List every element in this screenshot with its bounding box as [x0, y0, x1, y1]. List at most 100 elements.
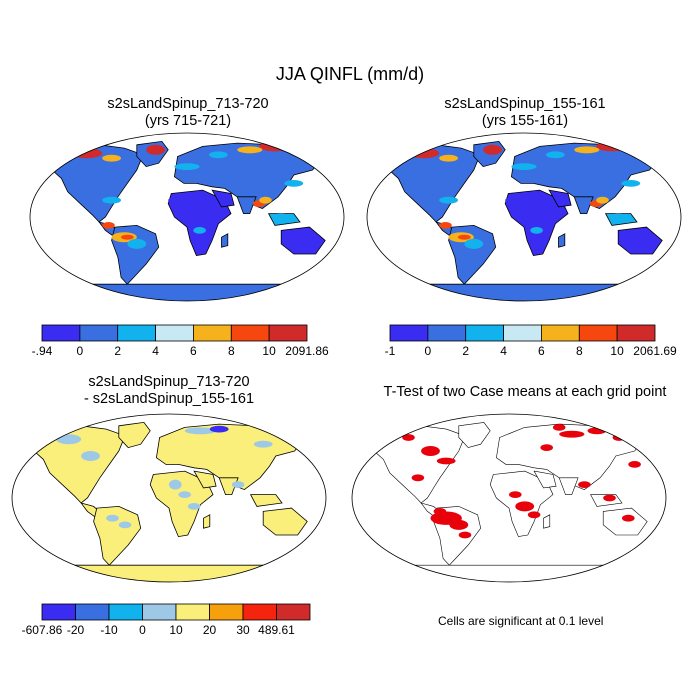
grid-cell-cluster-17 — [505, 196, 524, 204]
grid-cell-cluster-7 — [231, 481, 245, 488]
panel1-title-line2: (yrs 715-721) — [144, 113, 232, 129]
colorbar-panel1: -.94 0 2 4 6 8 10 2091.86 — [32, 324, 329, 358]
land-layer — [30, 140, 344, 301]
grid-cell-cluster-11 — [118, 521, 132, 529]
map-outline — [366, 132, 682, 302]
colorbar-label-3: 4 — [500, 344, 507, 358]
grid-cell-cluster-4 — [411, 474, 425, 482]
panel3-title-line2: - s2sLandSpinup_155-161 — [83, 391, 255, 407]
grid-cell-cluster-4 — [596, 141, 628, 152]
continent-india — [236, 196, 257, 215]
panel3-title-line1: s2sLandSpinup_713-720 — [88, 374, 250, 390]
map-outline — [11, 413, 327, 583]
panel4-title-line1: T-Test of two Case means at each grid po… — [383, 384, 667, 400]
grid-cell-cluster-4 — [259, 141, 291, 152]
grid-cell-cluster-8 — [253, 440, 273, 448]
colorbar-box-3 — [503, 324, 542, 342]
colorbar-box-6 — [616, 324, 656, 342]
grid-cell-cluster-16 — [102, 196, 121, 204]
continent-madagascar — [558, 233, 566, 248]
grid-cell-cluster-16 — [439, 196, 458, 204]
colorbar-label-5: 8 — [228, 344, 235, 358]
colorbar-box-1 — [427, 324, 467, 342]
grid-cell-cluster-9 — [282, 430, 295, 438]
grid-cell-cluster-1 — [436, 457, 456, 465]
colorbar-box-2 — [465, 324, 505, 342]
colorbar-label-4: 10 — [169, 623, 183, 637]
grid-cell-cluster-7 — [458, 531, 472, 539]
land-layer — [352, 422, 666, 582]
grid-cell-cluster-2 — [146, 144, 166, 155]
grid-cell-cluster-9 — [515, 501, 535, 512]
panel2-title-line1: s2sLandSpinup_155-161 — [444, 96, 606, 112]
colorbar-label-7: 2091.86 — [285, 344, 329, 358]
grid-cell-cluster-7 — [546, 151, 565, 159]
grid-cell-cluster-12 — [511, 163, 537, 171]
colorbar-box-6 — [242, 603, 277, 621]
continent-australia — [602, 507, 648, 536]
continent-australia — [617, 226, 663, 255]
grid-cell-cluster-2 — [483, 144, 502, 155]
grid-cell-cluster-2 — [184, 427, 217, 435]
grid-cell-cluster-10 — [127, 238, 147, 249]
colorbar-label-4: 6 — [538, 344, 545, 358]
continent-arabia — [548, 189, 572, 208]
colorbar-box-6 — [268, 324, 308, 342]
map-outline — [29, 132, 345, 302]
grid-cell-cluster-10 — [527, 511, 541, 519]
colorbar-box-3 — [142, 603, 177, 621]
grid-cell-cluster-6 — [187, 503, 201, 510]
panel2-title: s2sLandSpinup_155-161 (yrs 155-161) — [366, 96, 684, 130]
grid-cell-cluster-11 — [102, 222, 115, 229]
grid-cell-cluster-1 — [55, 144, 81, 155]
continent-madagascar — [221, 233, 229, 248]
colorbar-box-4 — [175, 603, 210, 621]
grid-cell-cluster-10 — [106, 514, 119, 522]
colorbar-box-7 — [276, 603, 311, 621]
colorbar-box-1 — [75, 603, 110, 621]
colorbar-label-7: 489.61 — [258, 623, 295, 637]
grid-cell-cluster-6 — [574, 146, 600, 154]
grid-cell-cluster-3 — [209, 425, 229, 433]
colorbar-label-1: 0 — [425, 344, 432, 358]
colorbar-label-2: -10 — [100, 623, 118, 637]
colorbar-box-2 — [108, 603, 143, 621]
colorbar-box-0 — [41, 324, 81, 342]
grid-cell-cluster-19 — [628, 461, 641, 468]
colorbar-box-5 — [230, 324, 270, 342]
colorbar-label-0: -1 — [385, 344, 396, 358]
colorbar-box-3 — [155, 324, 194, 342]
continent-arabia — [193, 470, 217, 489]
colorbar-box-0 — [41, 603, 76, 621]
colorbar-label-0: -607.86 — [22, 623, 63, 637]
grid-cell-cluster-18 — [622, 514, 635, 522]
colorbar-label-1: -20 — [67, 623, 85, 637]
continent-arabia — [211, 189, 235, 208]
continent-india — [218, 477, 239, 496]
continent-northAmerica — [45, 144, 144, 223]
colorbar-panel2: -1 0 2 4 6 8 10 2061.69 — [385, 324, 677, 358]
grid-cell-cluster-9 — [121, 234, 134, 240]
continent-india — [558, 477, 579, 495]
grid-cell-cluster-20 — [540, 444, 553, 451]
continent-madagascar — [543, 514, 551, 529]
panel2-title-line2: (yrs 155-161) — [481, 113, 569, 129]
colorbar-label-4: 6 — [190, 344, 197, 358]
grid-cell-cluster-5 — [624, 143, 650, 154]
panel1-title: s2sLandSpinup_713-720 (yrs 715-721) — [29, 96, 347, 130]
grid-cell-cluster-16 — [578, 481, 591, 488]
grid-cell-cluster-18 — [193, 227, 206, 234]
continent-greenland — [118, 421, 151, 449]
colorbar-box-5 — [209, 603, 244, 621]
grid-cell-cluster-0 — [407, 148, 440, 159]
colorbar-box-2 — [117, 324, 156, 342]
colorbar-label-3: 4 — [152, 344, 159, 358]
colorbar-box-5 — [578, 324, 618, 342]
colorbar-label-0: -.94 — [32, 344, 53, 358]
continent-antarctica — [30, 283, 344, 301]
grid-cell-cluster-14 — [596, 196, 609, 204]
continent-northAmerica — [27, 425, 126, 504]
continent-australia — [262, 507, 308, 536]
panel3-title: s2sLandSpinup_713-720 - s2sLandSpinup_15… — [10, 374, 328, 408]
